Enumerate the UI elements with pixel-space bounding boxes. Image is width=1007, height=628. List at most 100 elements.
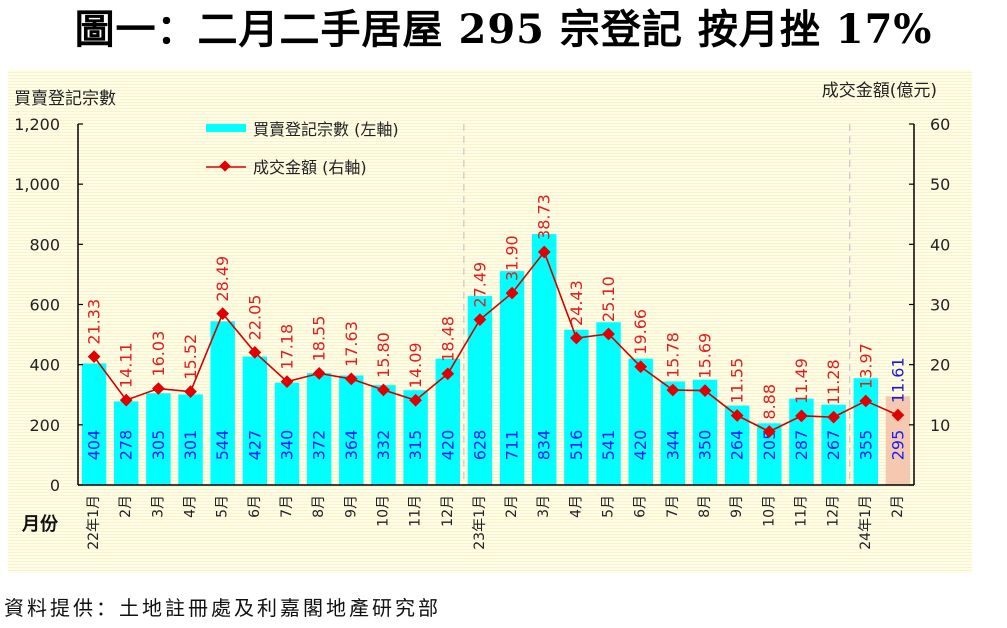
bar-value-label: 305 <box>149 430 168 461</box>
line-value-label: 21.33 <box>85 299 104 345</box>
legend-bar-swatch <box>206 124 246 132</box>
line-value-label: 17.18 <box>278 324 297 370</box>
chart-title: 圖一：二月二手居屋 295 宗登記 按月挫 17% <box>74 6 933 53</box>
x-tick-label: 10月 <box>375 495 391 527</box>
right-axis-tick-label: 50 <box>930 175 950 194</box>
line-value-label: 15.69 <box>696 333 715 379</box>
left-axis-tick-label: 200 <box>29 416 60 435</box>
x-tick-label: 9月 <box>729 495 745 518</box>
line-value-label: 8.88 <box>760 384 779 420</box>
x-tick-label: 8月 <box>697 495 713 518</box>
line-value-label: 15.80 <box>374 332 393 378</box>
bar-value-label: 711 <box>503 430 522 461</box>
bar-value-label: 350 <box>696 430 715 461</box>
line-value-label: 15.52 <box>181 334 200 380</box>
x-tick-label: 11月 <box>793 495 809 527</box>
bar <box>210 321 235 485</box>
bar <box>306 373 332 485</box>
bar <box>146 393 171 485</box>
right-axis-title: 成交金額(億元) <box>822 81 937 101</box>
line-value-label: 13.97 <box>856 343 875 389</box>
left-axis-tick-label: 800 <box>29 235 60 254</box>
source-note: 資料提供：土地註冊處及利嘉閣地產研究部 <box>4 596 441 620</box>
x-tick-label: 10月 <box>761 495 777 527</box>
bar-value-label: 834 <box>535 430 554 461</box>
bar-value-label: 332 <box>374 430 393 461</box>
line-value-label: 11.61 <box>888 357 907 403</box>
line-value-label: 14.09 <box>406 342 425 388</box>
line-value-label: 15.78 <box>663 332 682 378</box>
line-marker <box>344 372 358 386</box>
line-marker <box>441 367 455 381</box>
bar-value-label: 516 <box>567 430 586 461</box>
bar-value-label: 278 <box>117 430 136 461</box>
left-axis-title: 買賣登記宗數 <box>14 89 116 109</box>
bar <box>114 401 139 485</box>
bar-value-label: 404 <box>85 430 104 461</box>
x-tick-label: 8月 <box>311 495 327 518</box>
line-value-label: 14.11 <box>117 342 136 388</box>
line-marker <box>184 385 197 398</box>
x-tick-label: 6月 <box>247 495 263 518</box>
line-value-label: 16.03 <box>149 331 168 377</box>
bar-value-label: 372 <box>310 430 329 461</box>
line-value-label: 11.28 <box>824 359 843 405</box>
right-axis-tick-label: 10 <box>930 416 950 435</box>
bar <box>628 358 653 485</box>
line-marker <box>152 382 165 395</box>
legend-line-label: 成交金額 (右軸) <box>253 158 367 177</box>
right-axis-tick-label: 20 <box>930 356 950 375</box>
bar-value-label: 315 <box>406 430 425 461</box>
line-value-label: 19.66 <box>631 309 650 355</box>
x-tick-label: 2月 <box>504 495 520 518</box>
x-tick-label: 23年1月 <box>472 495 488 550</box>
x-tick-label: 5月 <box>215 495 231 518</box>
left-axis-tick-label: 400 <box>29 356 60 375</box>
x-tick-label: 7月 <box>665 495 681 518</box>
line-marker <box>87 350 101 364</box>
x-tick-label: 12月 <box>440 495 456 527</box>
bar-value-label: 364 <box>342 430 361 461</box>
line-marker <box>119 393 133 407</box>
line-marker <box>409 393 422 407</box>
line-value-label: 24.43 <box>567 280 586 326</box>
bar-value-label: 340 <box>278 430 297 461</box>
line-marker <box>280 375 294 388</box>
bar <box>371 385 396 485</box>
right-axis-tick-label: 60 <box>930 115 950 134</box>
bar-value-label: 264 <box>728 430 747 461</box>
x-tick-label: 6月 <box>633 495 649 518</box>
bar-value-label: 427 <box>245 430 264 461</box>
line-value-label: 11.49 <box>792 358 811 404</box>
legend-line-marker <box>219 160 231 172</box>
line-value-label: 38.73 <box>535 194 554 240</box>
bar-value-label: 287 <box>792 430 811 461</box>
line-value-label: 18.55 <box>310 316 329 362</box>
bar-value-label: 541 <box>599 430 618 461</box>
left-axis-tick-label: 1,200 <box>14 115 60 134</box>
bar-value-label: 344 <box>663 430 682 461</box>
line-value-label: 27.49 <box>470 262 489 308</box>
bar <box>178 394 203 485</box>
x-tick-label: 4月 <box>183 495 199 518</box>
bar <box>660 381 686 485</box>
bar <box>339 375 364 485</box>
line-marker <box>216 307 230 320</box>
bar-value-label: 295 <box>888 430 907 461</box>
line-marker <box>248 345 262 359</box>
left-axis-tick-label: 1,000 <box>14 175 60 194</box>
legend-bar-label: 買賣登記宗數 (左軸) <box>253 120 399 139</box>
bar <box>274 382 300 485</box>
bar <box>596 322 621 485</box>
line-series <box>93 250 899 433</box>
bar-value-label: 420 <box>631 430 650 461</box>
line-marker <box>377 383 390 397</box>
x-tick-label: 11月 <box>408 495 424 527</box>
bar <box>242 356 268 485</box>
x-tick-label: 24年1月 <box>858 495 874 550</box>
bar-value-label: 267 <box>824 430 843 461</box>
bar-value-label: 420 <box>438 430 457 461</box>
bar-value-label: 355 <box>856 430 875 461</box>
bar-value-label: 205 <box>760 430 779 461</box>
